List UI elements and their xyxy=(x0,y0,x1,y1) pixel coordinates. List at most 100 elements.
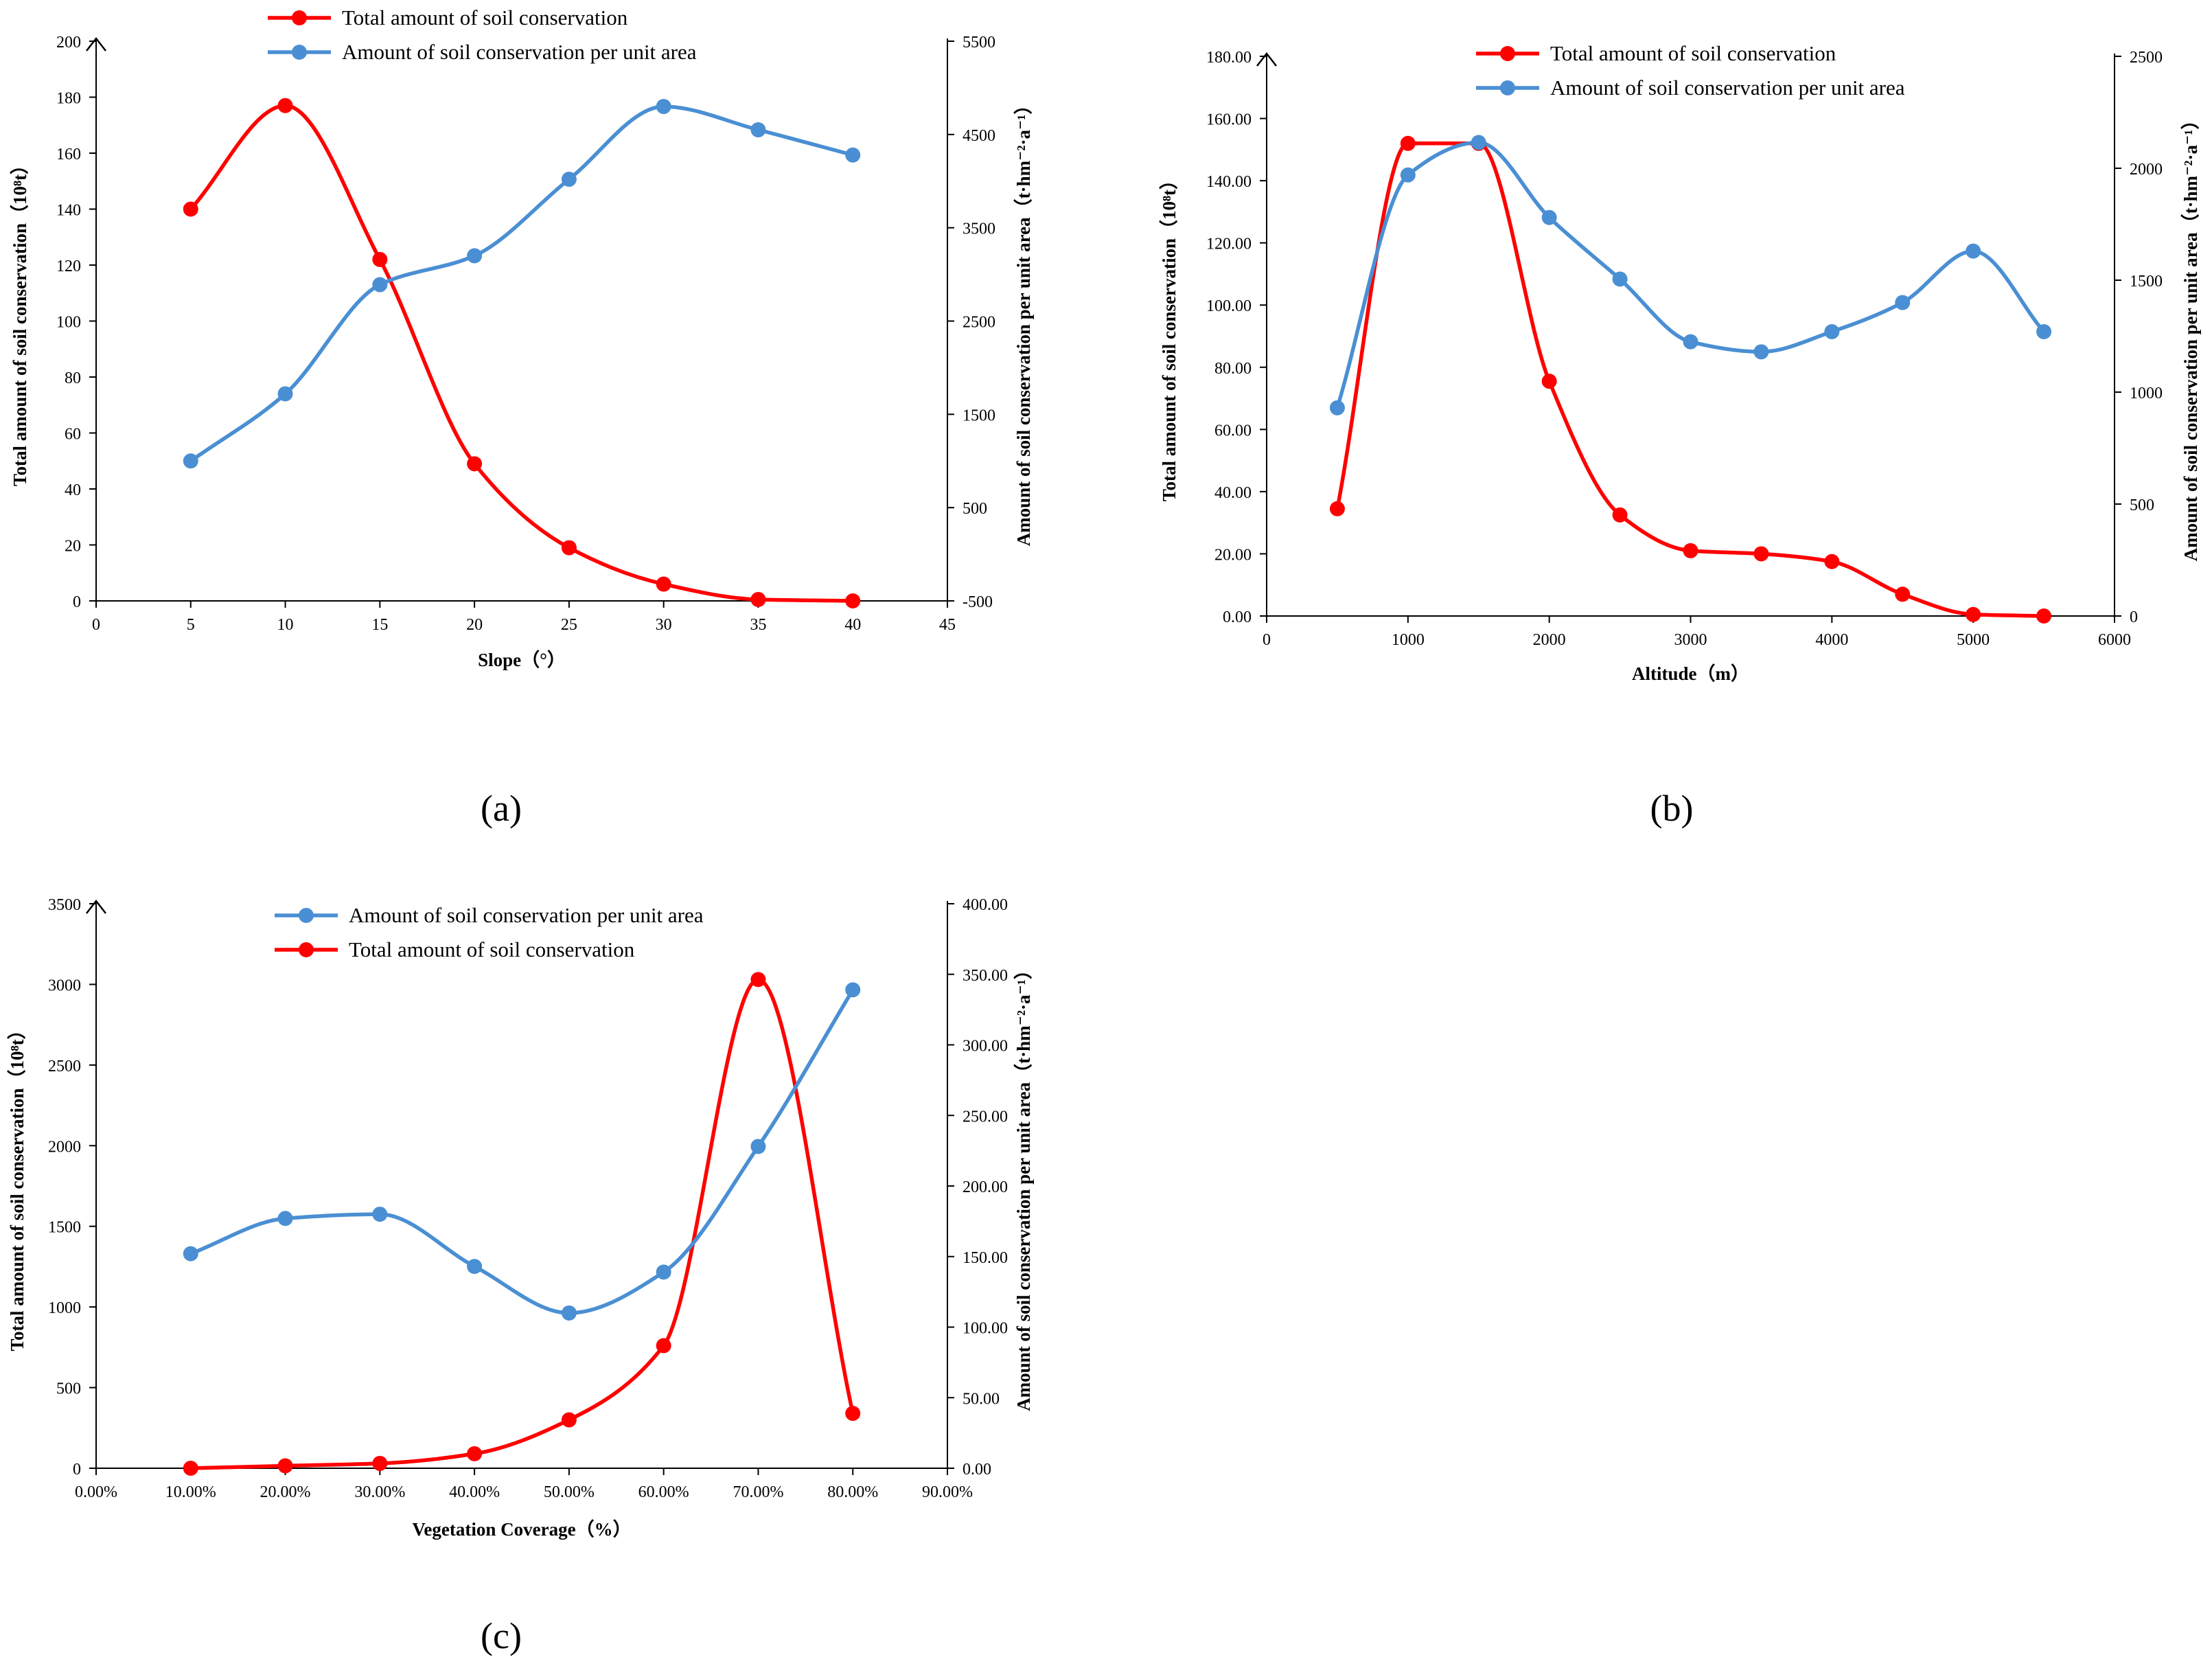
x-tick-label: 5 xyxy=(187,616,195,634)
right-y-tick-label: 200.00 xyxy=(963,1178,1008,1196)
left-y-tick-label: 1000 xyxy=(48,1299,81,1317)
data-point-series-0 xyxy=(1966,606,1981,622)
left-y-tick-label: 3500 xyxy=(48,896,81,914)
right-y-tick-label: 350.00 xyxy=(963,967,1008,985)
left-y-tick-label: 120.00 xyxy=(1206,236,1252,253)
legend-swatch-marker xyxy=(299,908,314,923)
legend-label: Amount of soil conservation per unit are… xyxy=(342,40,697,64)
x-axis-title: Altitude（m） xyxy=(1632,663,1749,684)
left-y-tick-label: 80.00 xyxy=(1214,360,1252,378)
x-tick-label: 40.00% xyxy=(449,1483,500,1501)
legend-swatch-marker xyxy=(292,45,307,60)
data-point-series-0 xyxy=(1683,543,1698,558)
panel-label: (a) xyxy=(481,788,522,829)
right-y-tick-label: 3500 xyxy=(963,220,995,238)
left-y-tick-label: 80 xyxy=(65,369,81,387)
data-point-series-0 xyxy=(845,1406,861,1422)
data-point-series-0 xyxy=(1895,586,1911,602)
data-point-series-1 xyxy=(750,122,766,138)
legend-label: Total amount of soil conservation xyxy=(349,937,635,961)
right-y-tick-label: 1000 xyxy=(2130,385,2163,402)
data-point-series-1 xyxy=(1329,400,1345,415)
right-y-tick-label: 0.00 xyxy=(963,1461,991,1479)
left-y-tick-label: 20 xyxy=(65,538,81,556)
data-point-series-0 xyxy=(750,591,766,607)
data-point-series-1 xyxy=(750,1139,766,1154)
data-point-series-0 xyxy=(1824,554,1840,569)
x-tick-label: 0 xyxy=(92,616,100,634)
left-y-axis-title: Total amount of soil conservation（10⁸t） xyxy=(7,1020,27,1351)
legend-swatch-marker xyxy=(299,942,314,957)
x-tick-label: 90.00% xyxy=(922,1483,973,1501)
data-point-series-0 xyxy=(561,540,577,556)
x-tick-label: 6000 xyxy=(2098,631,2131,649)
x-tick-label: 1000 xyxy=(1392,631,1425,649)
x-axis-title: Slope（°） xyxy=(478,650,566,670)
chart-a: 0 5 10 15 20 25 30 35 40 45 0 20 40 60 80 100 120 140 160 1… xyxy=(10,5,1034,829)
right-y-tick-label: 50.00 xyxy=(963,1390,1000,1408)
right-y-axis-title: Amount of soil conservation per unit are… xyxy=(1013,96,1034,547)
x-tick-label: 50.00% xyxy=(544,1483,595,1501)
data-point-series-0 xyxy=(1753,546,1769,562)
x-tick-label: 15 xyxy=(371,616,388,634)
x-tick-label: 10 xyxy=(277,616,294,634)
left-y-tick-label: 2000 xyxy=(48,1138,81,1156)
x-tick-label: 35 xyxy=(750,616,766,634)
x-tick-label: 20 xyxy=(466,616,483,634)
data-point-series-0 xyxy=(845,593,861,608)
legend-swatch-marker xyxy=(292,10,307,25)
data-point-series-1 xyxy=(1541,209,1557,225)
data-point-series-1 xyxy=(183,1246,198,1262)
left-y-tick-label: 3000 xyxy=(48,977,81,994)
left-y-tick-label: 60.00 xyxy=(1214,422,1252,440)
data-point-series-1 xyxy=(656,1264,671,1280)
data-point-series-0 xyxy=(750,972,766,988)
x-tick-label: 0.00% xyxy=(75,1483,117,1501)
data-point-series-1 xyxy=(1824,323,1840,339)
left-y-tick-label: 120 xyxy=(56,258,81,275)
data-point-series-1 xyxy=(372,1207,388,1222)
left-y-tick-label: 1500 xyxy=(48,1219,81,1237)
x-axis-title: Vegetation Coverage（%） xyxy=(412,1519,631,1540)
left-y-axis-title: Total amount of soil conservation（10⁸t） xyxy=(1159,171,1179,501)
data-point-series-0 xyxy=(656,576,671,592)
right-y-tick-label: 400.00 xyxy=(963,896,1008,914)
data-point-series-0 xyxy=(372,1455,388,1471)
y-axis-arrow-icon xyxy=(86,899,106,914)
right-y-tick-label: 250.00 xyxy=(963,1108,1008,1126)
x-tick-label: 30 xyxy=(656,616,672,634)
left-y-tick-label: 100.00 xyxy=(1206,297,1252,315)
data-point-series-0 xyxy=(277,1458,293,1474)
data-point-series-1 xyxy=(2036,323,2052,339)
data-point-series-0 xyxy=(1400,135,1416,151)
right-y-tick-label: 2500 xyxy=(2130,49,2163,67)
left-y-tick-label: 0.00 xyxy=(1223,608,1252,626)
y-axis-arrow-icon xyxy=(1256,52,1277,67)
data-point-series-0 xyxy=(467,1446,483,1461)
right-y-tick-label: 5500 xyxy=(963,34,995,52)
right-y-tick-label: 1500 xyxy=(963,407,995,424)
left-y-tick-label: 40 xyxy=(65,481,81,499)
right-y-tick-label: 4500 xyxy=(963,127,995,145)
left-y-tick-label: 0 xyxy=(73,1461,81,1479)
series-line-1 xyxy=(1335,140,2046,410)
legend-swatch-marker xyxy=(1500,46,1515,61)
series-line-1 xyxy=(189,104,855,464)
data-point-series-0 xyxy=(372,251,388,267)
data-point-series-1 xyxy=(1471,135,1486,150)
legend-label: Amount of soil conservation per unit are… xyxy=(1550,76,1905,100)
left-y-tick-label: 60 xyxy=(65,426,81,444)
data-point-series-0 xyxy=(2036,608,2052,624)
data-point-series-1 xyxy=(845,147,861,163)
data-point-series-1 xyxy=(467,1259,483,1275)
x-tick-label: 4000 xyxy=(1815,631,1848,649)
left-y-tick-label: 200 xyxy=(56,34,81,52)
data-point-series-1 xyxy=(561,1305,577,1321)
legend-swatch-marker xyxy=(1500,80,1515,95)
data-point-series-0 xyxy=(183,201,198,217)
right-y-tick-label: 0 xyxy=(2130,608,2138,626)
data-point-series-1 xyxy=(277,386,293,402)
data-point-series-0 xyxy=(561,1412,577,1428)
x-tick-label: 5000 xyxy=(1957,631,1990,649)
